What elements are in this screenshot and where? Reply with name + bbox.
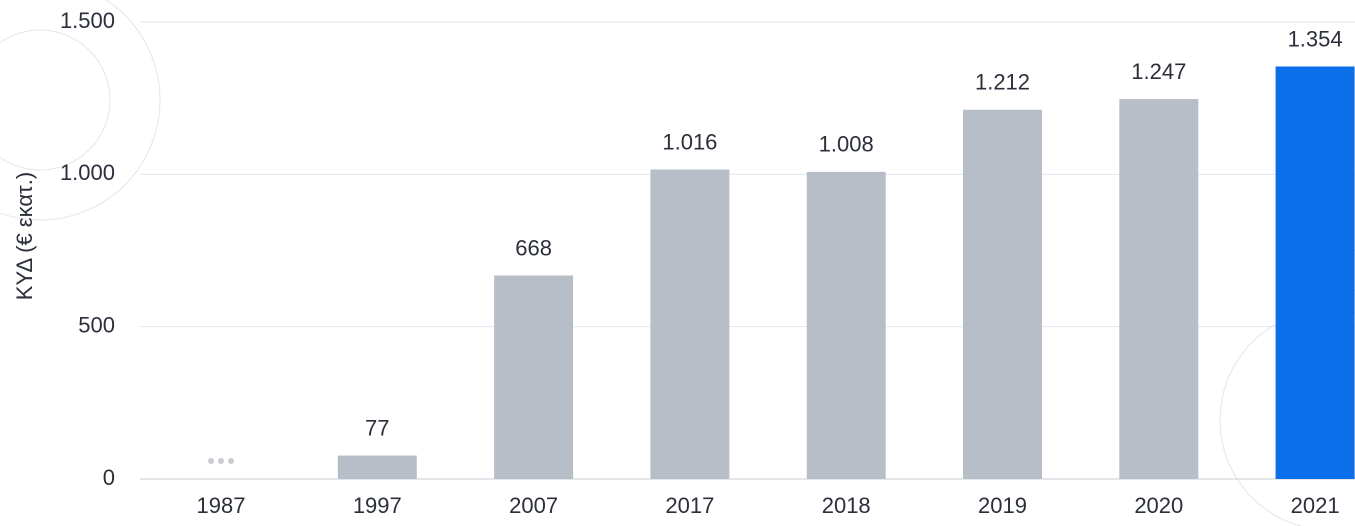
x-tick-label: 2019 [978,493,1027,518]
x-tick-label: 2021 [1291,493,1340,518]
y-axis-label: ΚΥΔ (€ εκατ.) [12,172,37,300]
value-label: 1.354 [1288,26,1343,51]
value-label: 1.247 [1131,59,1186,84]
y-tick-label: 500 [78,312,115,337]
bar [1276,66,1355,479]
value-label: 77 [365,415,389,440]
no-data-dot [208,458,214,464]
x-tick-label: 1987 [197,493,246,518]
value-label: 1.212 [975,70,1030,95]
bar [650,169,729,479]
value-label: 1.016 [662,129,717,154]
y-tick-label: 0 [103,465,115,490]
value-label: 1.008 [819,132,874,157]
no-data-dot [228,458,234,464]
bar [494,275,573,479]
bar [338,456,417,479]
y-tick-label: 1.000 [60,160,115,185]
x-tick-label: 2018 [822,493,871,518]
no-data-dot [218,458,224,464]
x-tick-label: 2017 [665,493,714,518]
bar [807,172,886,479]
chart: ΚΥΔ (€ εκατ.) 0 500 1.000 1.500 1987 1997 77 20… [0,0,1355,526]
value-label: 668 [515,235,552,260]
x-tick-label: 1997 [353,493,402,518]
x-tick-label: 2007 [509,493,558,518]
bar [963,110,1042,479]
y-tick-label: 1.500 [60,8,115,33]
page: ΚΥΔ (€ εκατ.) 0 500 1.000 1.500 1987 1997 77 20… [0,0,1355,526]
bar [1119,99,1198,479]
x-tick-label: 2020 [1134,493,1183,518]
